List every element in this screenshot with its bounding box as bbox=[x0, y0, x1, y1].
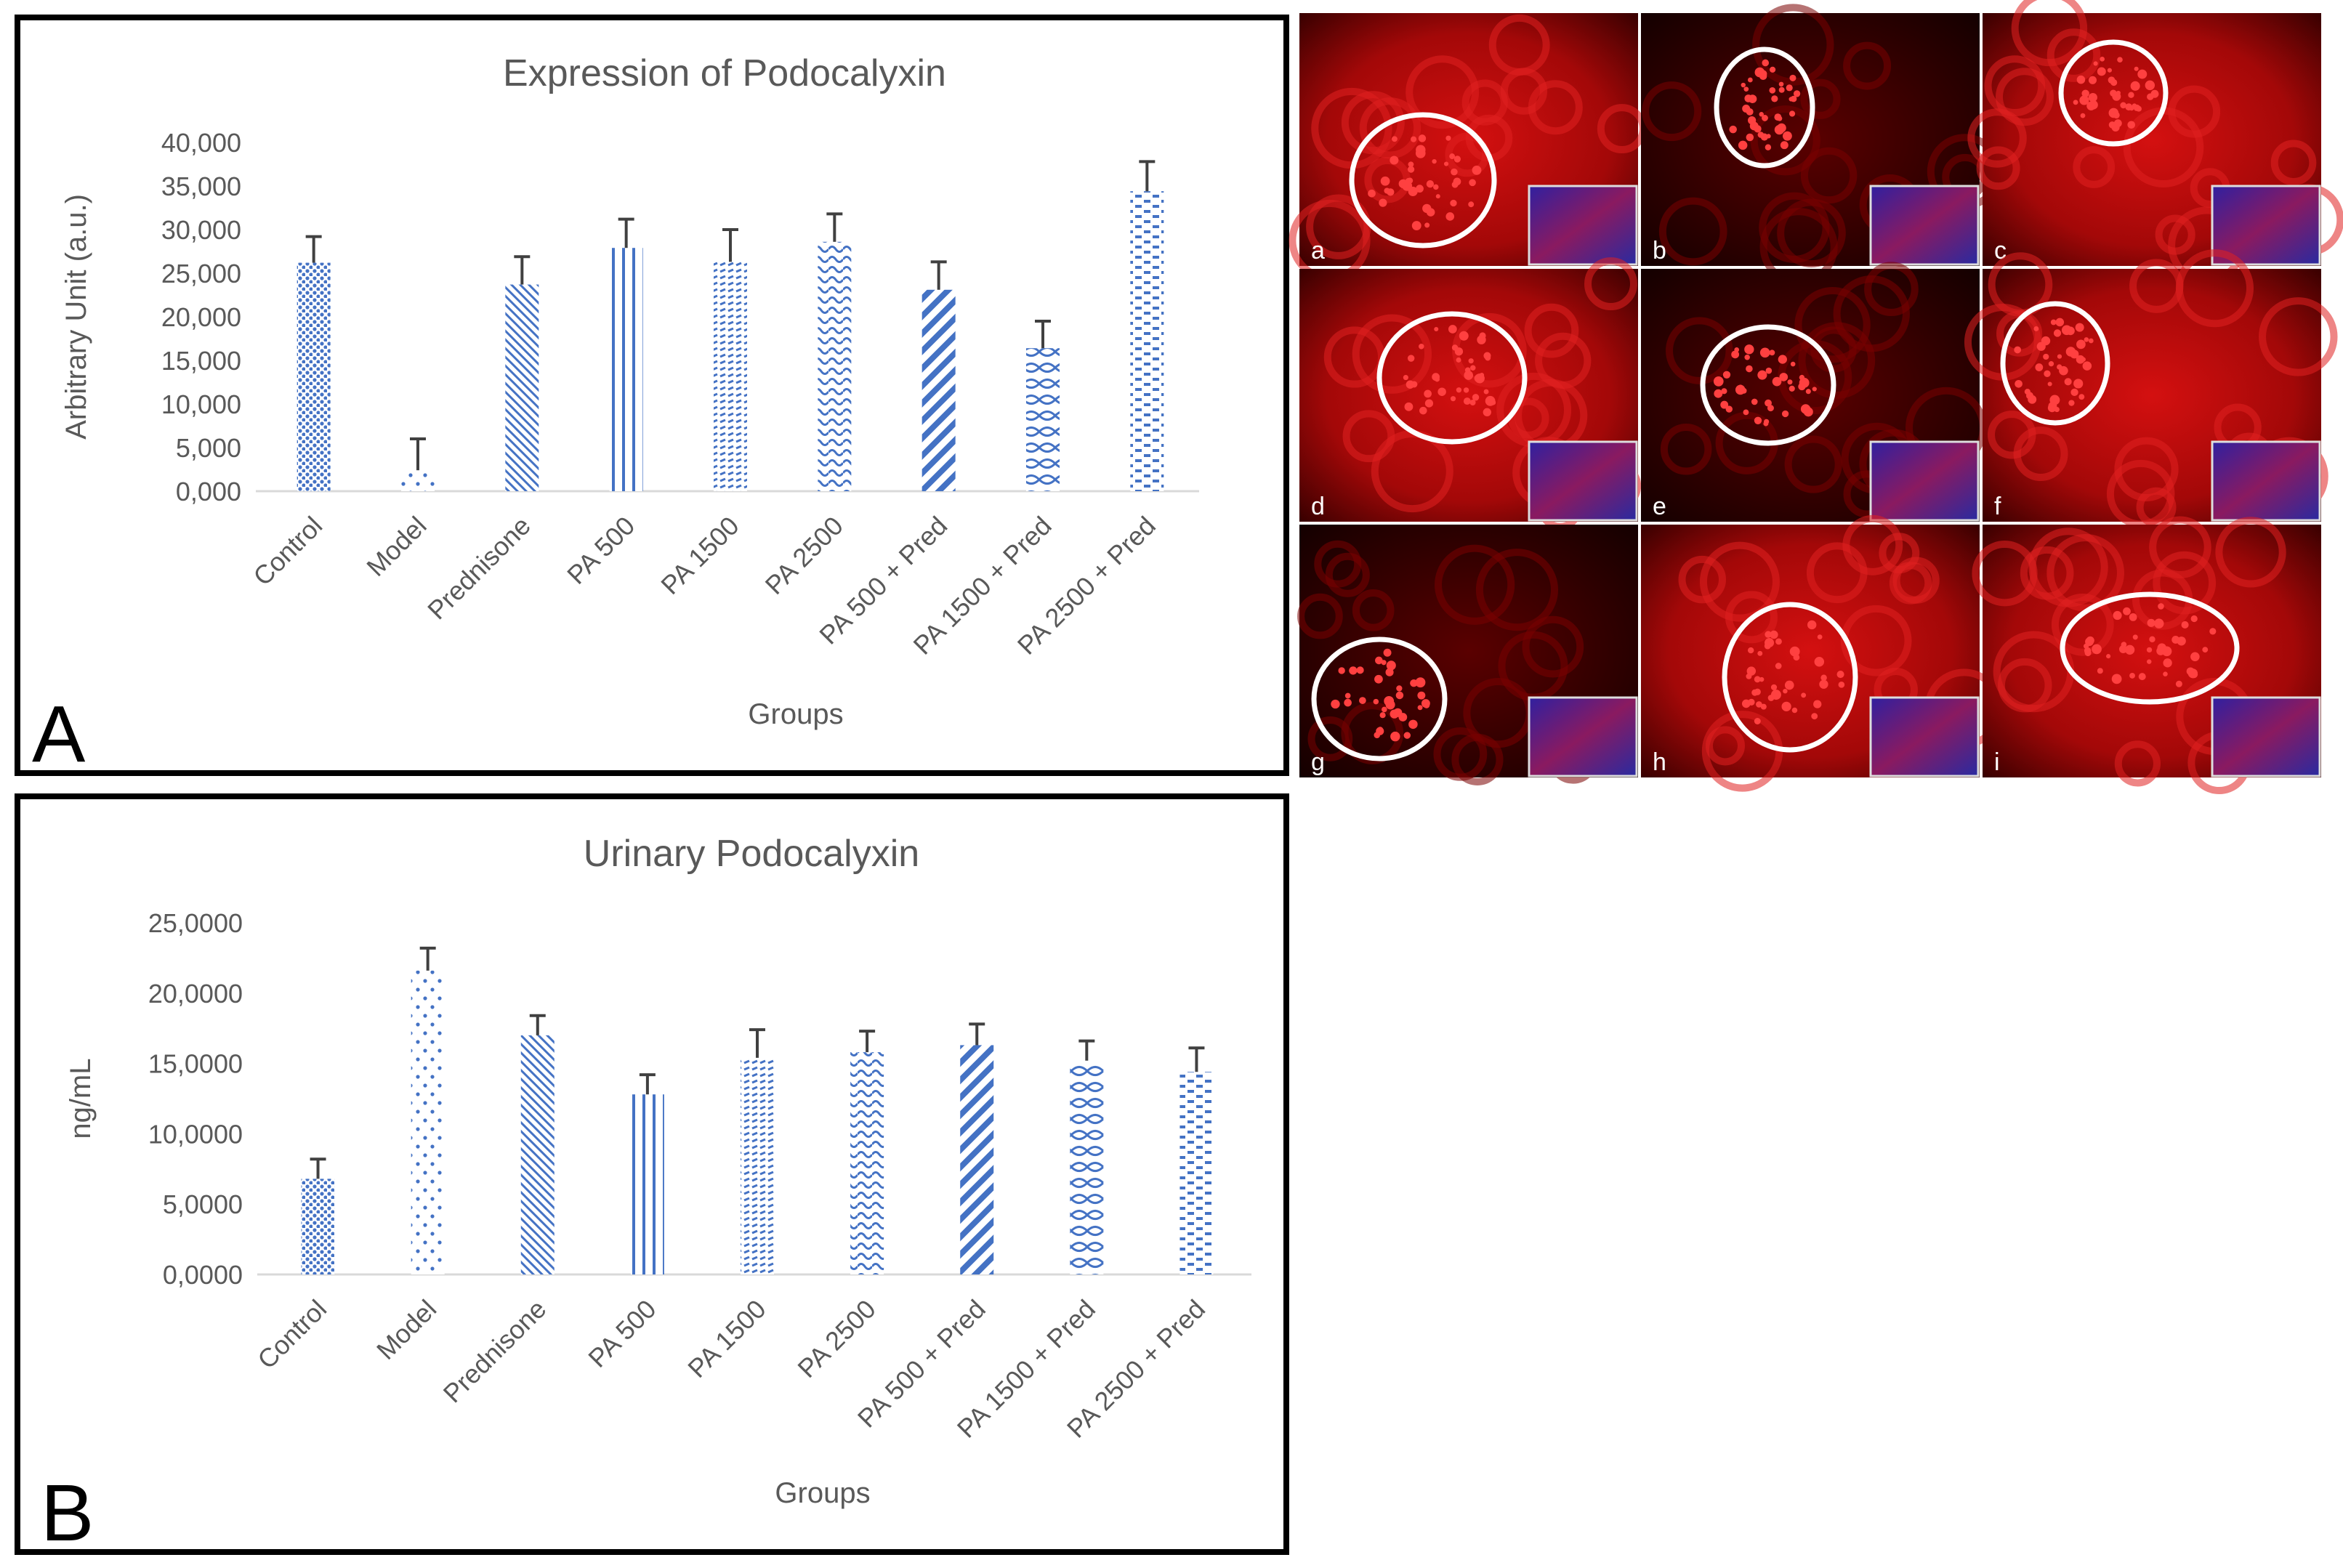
chart-a-ytick: 35,000 bbox=[161, 171, 241, 201]
chart-b-ytick: 15,0000 bbox=[148, 1049, 243, 1079]
chart-b-ytick: 0,0000 bbox=[163, 1260, 243, 1290]
chart-a-error-bar bbox=[1139, 160, 1156, 192]
micrograph-label: b bbox=[1653, 237, 1666, 264]
micrograph-label: e bbox=[1653, 493, 1666, 520]
glomerulus-marker-icon bbox=[1376, 311, 1528, 445]
chart-b-ytick: 10,0000 bbox=[148, 1119, 243, 1149]
dapi-inset bbox=[2211, 185, 2321, 266]
dapi-inset bbox=[1528, 440, 1638, 522]
glomerulus-marker-icon bbox=[1349, 112, 1497, 248]
micrograph-panel: d bbox=[1299, 257, 1642, 530]
chart-a-ytick: 25,000 bbox=[161, 259, 241, 288]
chart-b-error-bar bbox=[969, 1022, 985, 1046]
chart-a-error-bar bbox=[930, 260, 947, 290]
micrograph-panel: f bbox=[1964, 249, 2338, 528]
chart-b-ytick: 25,0000 bbox=[148, 908, 243, 938]
chart-a-error-bar bbox=[826, 212, 843, 242]
chart-b-error-bar bbox=[419, 946, 436, 971]
chart-a-ytick: 15,000 bbox=[161, 346, 241, 376]
micrograph-label: a bbox=[1311, 237, 1325, 264]
chart-a-ylabel: Arbitrary Unit (a.u.) bbox=[60, 194, 92, 440]
micrograph-label: h bbox=[1653, 748, 1666, 776]
chart-b-bar bbox=[411, 970, 445, 1274]
chart-a-error-bar bbox=[514, 255, 531, 285]
micrograph-panel: a bbox=[1289, 13, 1647, 282]
chart-b-ytick: 20,0000 bbox=[148, 979, 243, 1009]
glomerulus-marker-icon bbox=[1311, 637, 1448, 761]
chart-b-error-bar bbox=[1078, 1039, 1095, 1061]
micrograph-label: f bbox=[1994, 493, 2001, 520]
micrograph-panel: b bbox=[1641, 4, 2003, 286]
chart-b-bar bbox=[301, 1179, 335, 1274]
chart-a-error-bar bbox=[618, 217, 634, 248]
micrograph-panel: g bbox=[1297, 525, 1638, 785]
chart-a-error-bar bbox=[1035, 320, 1051, 349]
chart-b-bar bbox=[520, 1035, 555, 1274]
micrograph-panel: h bbox=[1641, 514, 2004, 792]
chart-a-ytick: 0,000 bbox=[176, 477, 241, 506]
chart-a-bar bbox=[1130, 191, 1164, 491]
chart-a-title: Expression of Podocalyxin bbox=[503, 52, 946, 94]
dapi-inset bbox=[2211, 696, 2321, 777]
chart-b-error-bar bbox=[639, 1073, 656, 1095]
dapi-inset bbox=[1869, 185, 1980, 266]
glomerulus-marker-icon bbox=[2000, 301, 2110, 426]
micrograph-label: g bbox=[1311, 748, 1325, 776]
chart-a-bar bbox=[401, 470, 435, 491]
chart-b-xlabel: Groups bbox=[775, 1477, 870, 1509]
micrograph-panel: e bbox=[1641, 262, 1988, 522]
chart-b-bar bbox=[1070, 1060, 1104, 1274]
chart-a-bar bbox=[297, 262, 331, 491]
panel-a-frame bbox=[15, 15, 1289, 776]
chart-a-bar bbox=[609, 248, 643, 491]
micrograph-panel: c bbox=[1967, 0, 2343, 285]
glomerulus-marker-icon bbox=[2058, 39, 2169, 147]
chart-b-error-bar bbox=[310, 1157, 326, 1179]
glomerulus-marker-icon bbox=[1722, 602, 1858, 753]
chart-b-title: Urinary Podocalyxin bbox=[584, 833, 919, 875]
chart-b-ylabel: ng/mL bbox=[65, 1058, 97, 1139]
glomerulus-marker-icon bbox=[1714, 47, 1815, 169]
chart-b-error-bar bbox=[1188, 1046, 1205, 1072]
panel-a-letter: A bbox=[32, 690, 86, 779]
chart-b-bar bbox=[630, 1094, 664, 1274]
chart-a-bar bbox=[505, 284, 539, 491]
chart-b-bar bbox=[850, 1052, 884, 1274]
chart-b-bar bbox=[741, 1057, 774, 1274]
chart-a-ytick: 5,000 bbox=[176, 433, 241, 463]
chart-a-bar bbox=[714, 262, 747, 491]
micrograph-label: d bbox=[1311, 493, 1325, 520]
glomerulus-marker-icon bbox=[1700, 324, 1836, 446]
chart-b-error-bar bbox=[529, 1014, 546, 1035]
chart-b-ytick: 5,0000 bbox=[163, 1189, 243, 1219]
chart-a-ytick: 40,000 bbox=[161, 128, 241, 158]
chart-a-ytick: 10,000 bbox=[161, 389, 241, 419]
chart-a-bar bbox=[818, 241, 852, 491]
dapi-inset bbox=[1528, 696, 1638, 777]
dapi-inset bbox=[1869, 696, 1980, 777]
chart-a-error-bar bbox=[722, 228, 738, 262]
panel-b-letter: B bbox=[41, 1468, 94, 1558]
chart-b-bar bbox=[1179, 1072, 1214, 1274]
chart-a-xlabel: Groups bbox=[748, 698, 843, 730]
chart-b-bar bbox=[960, 1045, 994, 1274]
dapi-inset bbox=[1869, 440, 1980, 522]
chart-a-bar bbox=[1026, 348, 1060, 491]
dapi-inset bbox=[1528, 185, 1638, 266]
dapi-inset bbox=[2211, 440, 2321, 522]
chart-a-error-bar bbox=[305, 235, 322, 263]
chart-a-bar bbox=[922, 289, 956, 491]
chart-b-error-bar bbox=[749, 1028, 765, 1058]
micrograph-panel: i bbox=[1972, 516, 2321, 795]
chart-a-ytick: 20,000 bbox=[161, 302, 241, 332]
micrograph-label: i bbox=[1994, 748, 2000, 776]
micrograph-grid: a b c d e f g h i bbox=[1289, 0, 2343, 795]
glomerulus-marker-icon bbox=[2060, 591, 2240, 705]
chart-a-ytick: 30,000 bbox=[161, 215, 241, 245]
chart-a-error-bar bbox=[410, 437, 426, 471]
chart-b-error-bar bbox=[859, 1030, 876, 1053]
